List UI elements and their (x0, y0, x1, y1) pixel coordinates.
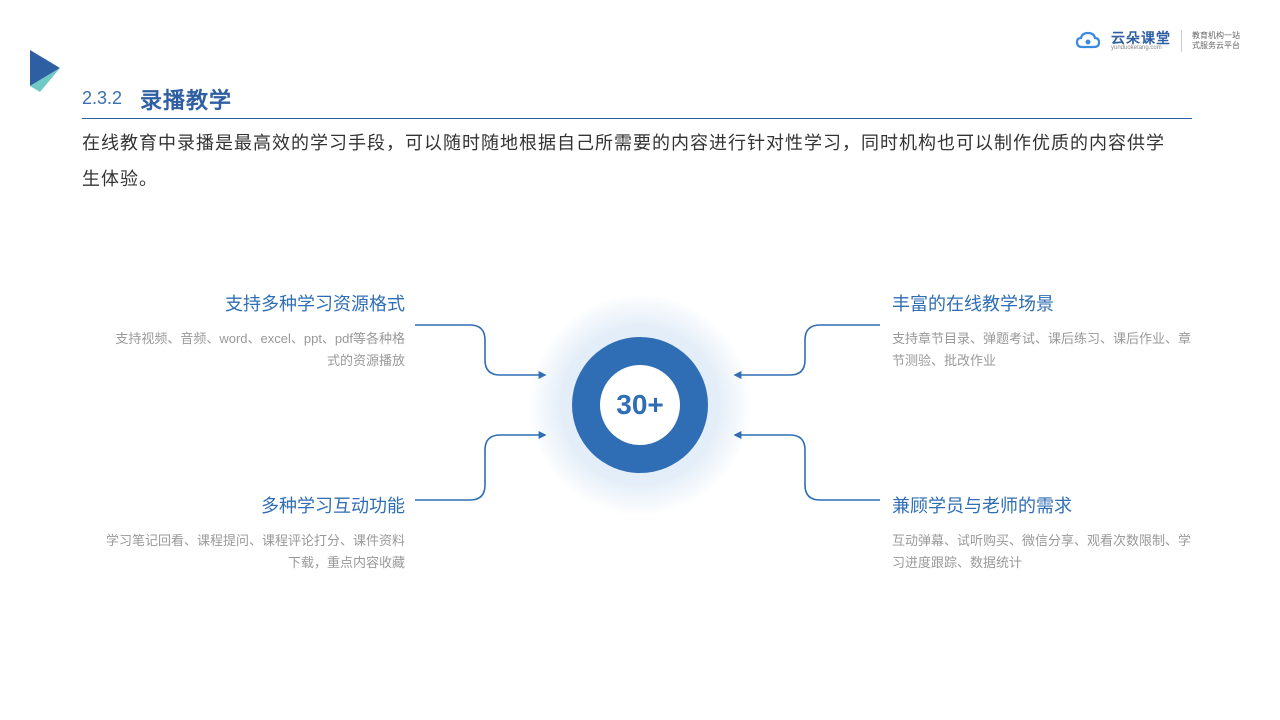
feature-desc: 支持视频、音频、word、excel、ppt、pdf等各种格式的资源播放 (105, 328, 405, 372)
feature-title: 兼顾学员与老师的需求 (892, 492, 1192, 518)
feature-desc: 支持章节目录、弹题考试、课后练习、课后作业、章节测验、批改作业 (892, 328, 1192, 372)
section-number: 2.3.2 (82, 88, 122, 109)
play-icon (30, 50, 66, 92)
feature-title: 丰富的在线教学场景 (892, 290, 1192, 316)
cloud-icon (1075, 31, 1101, 51)
logo-divider (1181, 30, 1182, 52)
section-title: 录播教学 (140, 83, 232, 115)
header-underline (82, 118, 1192, 119)
feature-top-left: 支持多种学习资源格式 支持视频、音频、word、excel、ppt、pdf等各种… (105, 290, 405, 372)
logo-brand-text: 云朵课堂 (1111, 31, 1171, 45)
logo-tagline: 教育机构一站 式服务云平台 (1192, 31, 1240, 52)
center-value: 30+ (600, 365, 680, 445)
logo-domain-text: yunduoketang.com (1111, 45, 1171, 51)
feature-title: 多种学习互动功能 (105, 492, 405, 518)
intro-paragraph: 在线教育中录播是最高效的学习手段，可以随时随地根据自己所需要的内容进行针对性学习… (82, 125, 1182, 197)
feature-desc: 学习笔记回看、课程提问、课程评论打分、课件资料下载，重点内容收藏 (105, 530, 405, 574)
feature-top-right: 丰富的在线教学场景 支持章节目录、弹题考试、课后练习、课后作业、章节测验、批改作… (892, 290, 1192, 372)
feature-desc: 互动弹幕、试听购买、微信分享、观看次数限制、学习进度跟踪、数据统计 (892, 530, 1192, 574)
feature-title: 支持多种学习资源格式 (105, 290, 405, 316)
feature-bottom-right: 兼顾学员与老师的需求 互动弹幕、试听购买、微信分享、观看次数限制、学习进度跟踪、… (892, 492, 1192, 574)
center-stat-circle: 30+ (530, 295, 750, 515)
brand-logo: 云朵课堂 yunduoketang.com 教育机构一站 式服务云平台 (1075, 30, 1240, 52)
feature-bottom-left: 多种学习互动功能 学习笔记回看、课程提问、课程评论打分、课件资料下载，重点内容收… (105, 492, 405, 574)
